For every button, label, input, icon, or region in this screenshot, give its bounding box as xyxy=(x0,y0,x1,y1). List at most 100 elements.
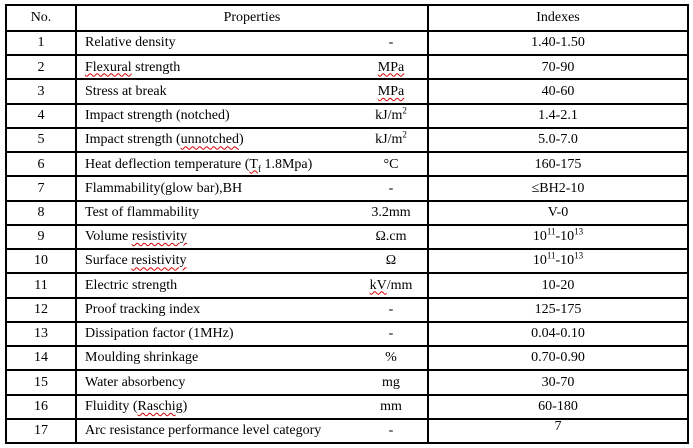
table-row: 3 Stress at break MPa 40-60 xyxy=(5,78,689,105)
property-wrap: Stress at break MPa xyxy=(78,83,426,101)
property-name: Relative density xyxy=(85,35,176,51)
row-number-cell: 10 xyxy=(5,248,77,275)
row-number-cell: 13 xyxy=(5,320,77,348)
row-number-cell: 6 xyxy=(5,151,77,178)
table-row: 11 Electric strength kV/mm 10-20 xyxy=(5,272,689,299)
property-unit: - xyxy=(388,423,394,439)
property-cell: Heat deflection temperature (Tf 1.8Mpa) … xyxy=(75,151,429,178)
property-unit: Ω.cm xyxy=(375,229,407,245)
row-number-cell: 15 xyxy=(5,369,77,396)
row-number-cell: 7 xyxy=(5,175,77,202)
row-number-cell: 12 xyxy=(5,296,77,323)
properties-table: No. Properties Indexes 1 Relative densit… xyxy=(5,4,689,445)
table-row: 12 Proof tracking index - 125-175 xyxy=(5,296,689,323)
row-number-cell: 2 xyxy=(5,54,77,81)
index-value-cell: 30-70 xyxy=(427,369,689,396)
property-wrap: Proof tracking index - xyxy=(78,301,426,319)
property-unit: °C xyxy=(383,156,399,172)
property-cell: Dissipation factor (1MHz) - xyxy=(75,320,429,348)
property-cell: Impact strength (notched) kJ/m2 xyxy=(75,102,429,129)
property-name: Electric strength xyxy=(85,277,178,293)
property-name: Impact strength (notched) xyxy=(85,108,230,124)
property-cell: Surface resistivity Ω xyxy=(75,248,429,275)
index-value-cell: 1.40-1.50 xyxy=(427,29,689,57)
property-name: Proof tracking index xyxy=(85,301,201,317)
property-name: Dissipation factor (1MHz) xyxy=(85,326,234,342)
property-wrap: Impact strength (unnotched) kJ/m2 xyxy=(78,130,426,149)
table-row: 13 Dissipation factor (1MHz) - 0.04-0.10 xyxy=(5,320,689,348)
row-number-cell: 16 xyxy=(5,393,77,420)
index-value-cell: 1011-1013 xyxy=(427,248,689,275)
property-cell: Relative density - xyxy=(75,29,429,57)
property-unit: 3.2mm xyxy=(371,205,411,220)
row-number-cell: 11 xyxy=(5,272,77,299)
property-wrap: Moulding shrinkage % xyxy=(78,349,426,367)
row-number-cell: 1 xyxy=(5,29,77,57)
table-row: 5 Impact strength (unnotched) kJ/m2 5.0-… xyxy=(5,126,689,154)
row-number-cell: 9 xyxy=(5,223,77,251)
index-value-cell: ≤BH2-10 xyxy=(427,175,689,202)
property-wrap: Arc resistance performance level categor… xyxy=(78,422,426,440)
property-name: Stress at break xyxy=(85,83,167,99)
property-unit: MPa xyxy=(377,59,405,75)
property-unit: MPa xyxy=(377,83,405,99)
property-name: Surface resistivity xyxy=(85,253,187,269)
property-name: Fluidity (Raschig) xyxy=(85,398,188,414)
property-cell: Test of flammability 3.2mm xyxy=(75,199,429,226)
property-unit: kV/mm xyxy=(369,277,413,293)
property-wrap: Flammability(glow bar),BH - xyxy=(78,180,426,198)
table-row: 7 Flammability(glow bar),BH - ≤BH2-10 xyxy=(5,175,689,202)
index-value-cell: V-0 xyxy=(427,199,689,226)
property-wrap: Impact strength (notched) kJ/m2 xyxy=(78,105,426,125)
property-cell: Stress at break MPa xyxy=(75,78,429,105)
row-number-cell: 3 xyxy=(5,78,77,105)
property-name: Water absorbency xyxy=(85,374,186,390)
header-properties: Properties xyxy=(75,4,429,32)
property-wrap: Dissipation factor (1MHz) - xyxy=(78,325,426,343)
table-row: 15 Water absorbency mg 30-70 xyxy=(5,369,689,396)
row-number-cell: 5 xyxy=(5,126,77,154)
index-value-cell: 70-90 xyxy=(427,54,689,81)
property-cell: Fluidity (Raschig) mm xyxy=(75,393,429,420)
property-unit: kJ/m2 xyxy=(375,105,407,124)
header-indexes: Indexes xyxy=(427,4,689,32)
property-name: Impact strength (unnotched) xyxy=(85,132,244,148)
table-row: 17 Arc resistance performance level cate… xyxy=(5,417,689,445)
property-name: Heat deflection temperature (Tf 1.8Mpa) xyxy=(85,156,313,174)
table-row: 8 Test of flammability 3.2mm V-0 xyxy=(5,199,689,226)
table-row: 9 Volume resistivity Ω.cm 1011-1013 xyxy=(5,223,689,251)
table-body: 1 Relative density - 1.40-1.50 2 Flexura… xyxy=(5,29,689,445)
property-wrap: Fluidity (Raschig) mm xyxy=(78,398,426,416)
index-value-cell: 40-60 xyxy=(427,78,689,105)
index-value-cell: 0.70-0.90 xyxy=(427,345,689,372)
property-cell: Flammability(glow bar),BH - xyxy=(75,175,429,202)
property-cell: Water absorbency mg xyxy=(75,369,429,396)
property-wrap: Volume resistivity Ω.cm xyxy=(78,228,426,246)
property-unit: - xyxy=(388,301,394,317)
property-unit: mm xyxy=(380,398,402,414)
table-row: 4 Impact strength (notched) kJ/m2 1.4-2.… xyxy=(5,102,689,129)
property-name: Test of flammability xyxy=(85,205,200,220)
property-name: Flexural strength xyxy=(85,59,181,75)
property-wrap: Surface resistivity Ω xyxy=(78,252,426,270)
property-unit: % xyxy=(385,350,397,366)
header-no: No. xyxy=(5,4,77,32)
index-value-cell: 7 xyxy=(427,417,689,445)
property-name: Arc resistance performance level categor… xyxy=(85,423,322,439)
row-number-cell: 4 xyxy=(5,102,77,129)
row-number-cell: 14 xyxy=(5,345,77,372)
property-wrap: Relative density - xyxy=(78,34,426,52)
index-value-cell: 60-180 xyxy=(427,393,689,420)
index-value-cell: 10-20 xyxy=(427,272,689,299)
index-value-cell: 0.04-0.10 xyxy=(427,320,689,348)
table-row: 10 Surface resistivity Ω 1011-1013 xyxy=(5,248,689,275)
table-header-row: No. Properties Indexes xyxy=(5,4,689,32)
property-cell: Electric strength kV/mm xyxy=(75,272,429,299)
row-number-cell: 8 xyxy=(5,199,77,226)
property-wrap: Water absorbency mg xyxy=(78,374,426,392)
table-row: 14 Moulding shrinkage % 0.70-0.90 xyxy=(5,345,689,372)
property-unit: - xyxy=(388,180,394,196)
index-value-cell: 1.4-2.1 xyxy=(427,102,689,129)
property-wrap: Test of flammability 3.2mm xyxy=(78,204,426,222)
table-row: 16 Fluidity (Raschig) mm 60-180 xyxy=(5,393,689,420)
